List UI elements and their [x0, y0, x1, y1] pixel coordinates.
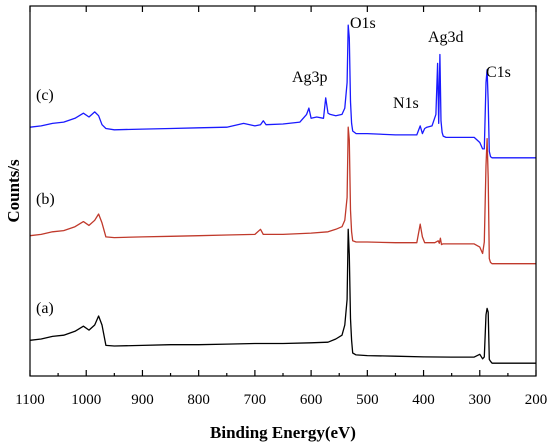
x-tick-label: 500	[356, 392, 379, 408]
series-line-2	[29, 126, 536, 265]
peak-label-c1s: C1s	[486, 64, 511, 81]
curve-label: (a)	[36, 300, 54, 317]
x-tick-label: 1000	[71, 392, 101, 408]
peak-annotations: O1s Ag3d Ag3p N1s C1s	[292, 15, 511, 112]
x-tick-label: 700	[244, 392, 267, 408]
curve-labels: (a) (b) (c)	[36, 87, 55, 317]
x-tick-label: 600	[300, 392, 323, 408]
peak-label-o1s: O1s	[350, 15, 376, 32]
plot-frame	[29, 5, 537, 377]
peak-label-n1s: N1s	[393, 95, 419, 112]
y-axis-title: Counts/s	[4, 159, 23, 223]
curve-label: (b)	[36, 191, 55, 208]
plot-area	[29, 24, 536, 364]
series-line-3	[29, 24, 536, 159]
x-tick-label: 200	[525, 392, 548, 408]
x-tick-label: 1100	[15, 392, 44, 408]
x-axis-ticks	[29, 6, 537, 376]
x-tick-label: 300	[469, 392, 492, 408]
curve-label: (c)	[36, 87, 54, 104]
series-line-1	[29, 228, 536, 364]
x-tick-label: 900	[131, 392, 154, 408]
peak-label-ag3p: Ag3p	[292, 69, 328, 86]
x-tick-label: 800	[187, 392, 210, 408]
x-tick-label: 400	[412, 392, 435, 408]
x-axis-tick-labels: 1100 1000 900 800 700 600 500 400 300 200	[15, 392, 547, 408]
peak-label-ag3d: Ag3d	[428, 29, 464, 46]
x-axis-title: Binding Energy(eV)	[210, 423, 356, 442]
